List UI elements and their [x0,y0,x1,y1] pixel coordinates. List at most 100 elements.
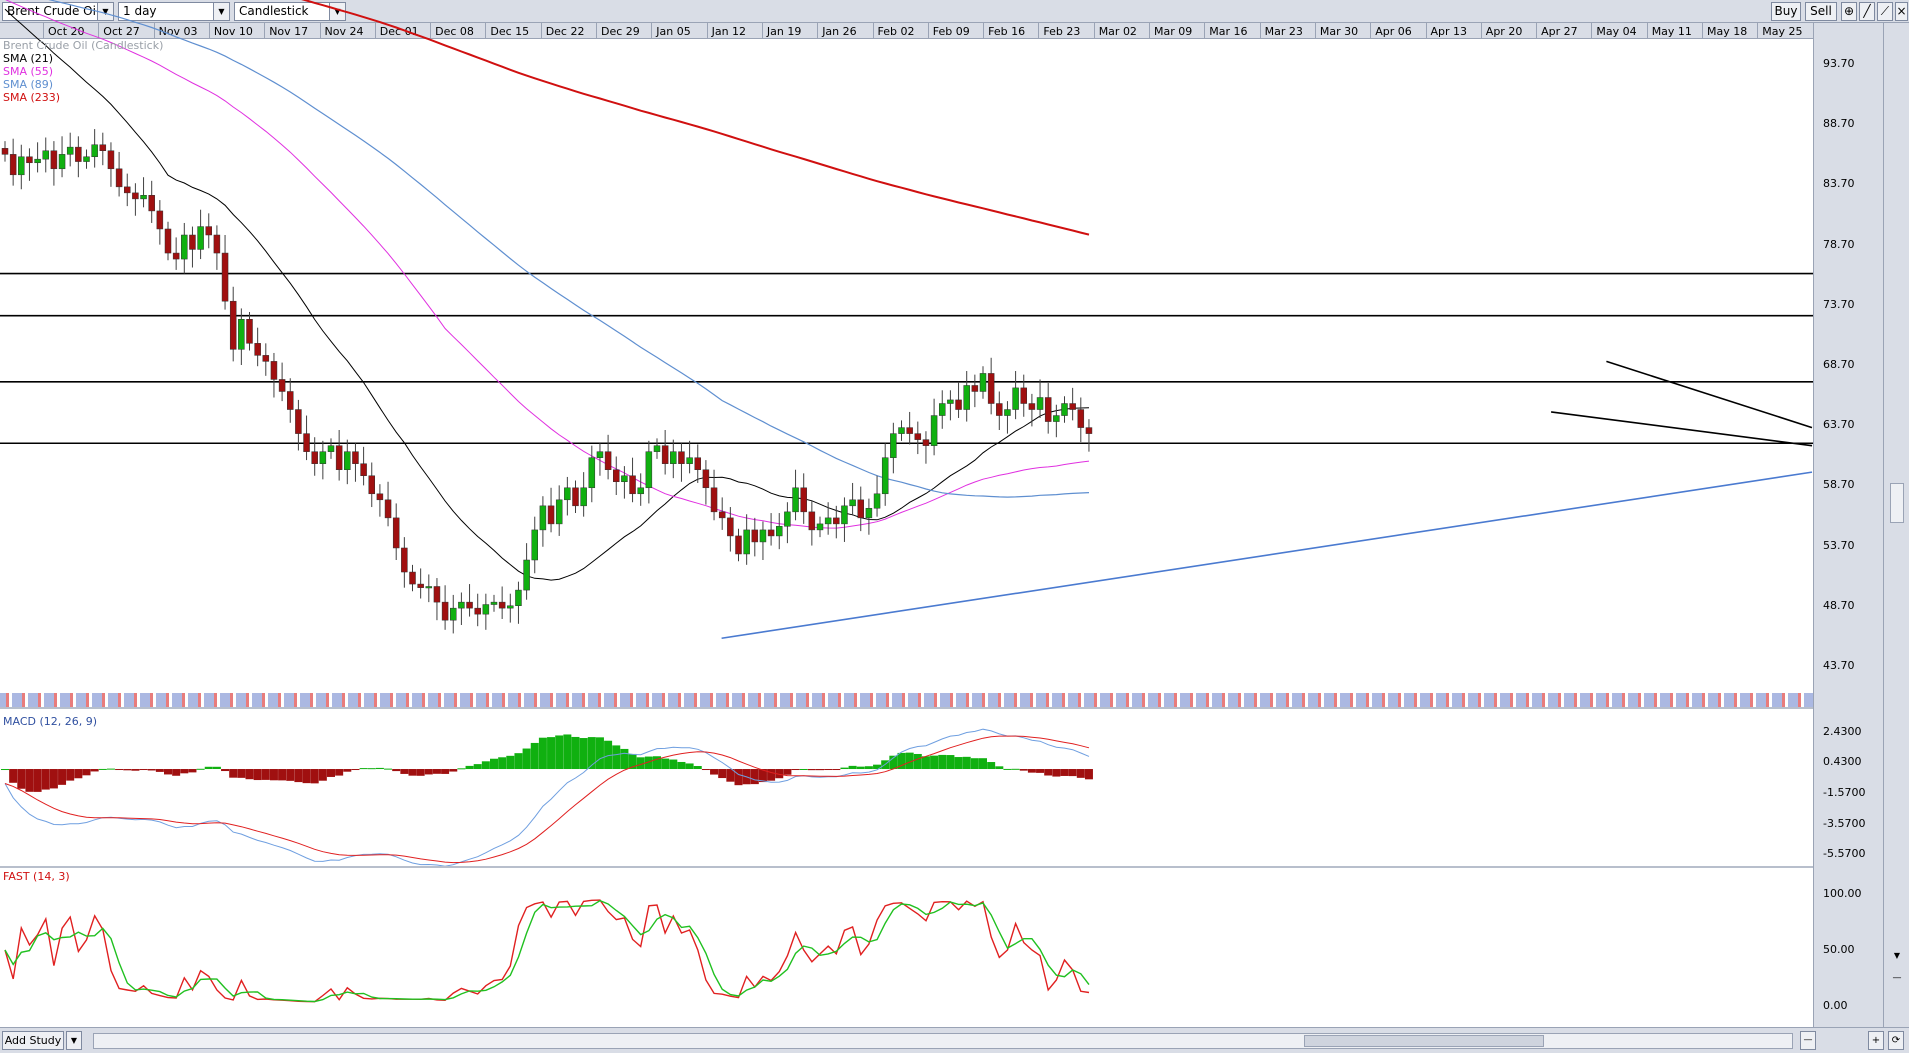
macd-hist-bar-down [824,769,833,771]
candle-down [433,586,441,603]
date-label: Jan 12 [711,25,747,38]
date-label: Mar 23 [1264,25,1303,38]
horizontal-scrollbar[interactable] [93,1033,1793,1049]
candle-down [922,439,930,446]
chevron-down-icon[interactable]: ▼ [66,1031,82,1050]
fast-k-line [4,899,1090,1003]
refresh-icon[interactable]: ⟳ [1888,1031,1904,1050]
macd-hist-bar-down [400,769,409,774]
macd-hist-bar-up [946,755,955,770]
timeframe-select[interactable]: 1 day ▼ [118,2,230,21]
macd-hist-bar-down [1060,769,1069,776]
date-label: Dec 15 [490,25,530,38]
macd-line [4,728,1090,867]
candle-down [1044,397,1052,422]
macd-hist-bar-down [701,769,710,771]
price-axis [1813,23,1883,1027]
candle-up [140,195,147,200]
date-label: Oct 27 [103,25,140,38]
macd-hist-bar-up [897,752,906,770]
macd-hist-bar-up [685,763,694,770]
pane-divider[interactable] [0,707,1813,709]
pane-divider[interactable] [0,866,1813,868]
macd-hist-bar-up [457,768,466,770]
macd-hist-bar-up [563,734,572,770]
sma55-line [5,0,1090,529]
scroll-down-icon[interactable]: ▼ [1893,951,1901,960]
macd-hist-bar-up [384,768,393,770]
candle-down [441,601,449,621]
chart-type-select[interactable]: Candlestick ▼ [234,2,346,21]
macd-hist-bar-down [449,769,458,772]
sell-button[interactable]: Sell [1805,2,1837,21]
date-label: Feb 02 [877,25,915,38]
candle-up [319,451,327,464]
candle-up [34,158,41,164]
macd-hist-bar-down [139,769,148,771]
date-label: Dec 22 [545,25,585,38]
scroll-thumb[interactable] [1304,1035,1544,1047]
candle-up [507,605,514,609]
date-tick [706,23,708,38]
candle-up [979,373,987,392]
macd-hist-bar-down [710,769,719,775]
draw-ray-tool-icon[interactable]: ⟋ [1877,2,1893,21]
candle-down [1020,387,1027,404]
candle-up [482,604,490,615]
date-label: May 18 [1707,25,1748,38]
crosshair-tool-icon[interactable]: ⊕ [1841,2,1857,21]
buy-button[interactable]: Buy [1771,2,1801,21]
macd-hist-bar-down [1084,769,1093,780]
macd-hist-bar-down [229,769,238,778]
candle-down [189,234,196,250]
economic-events-strip[interactable] [0,693,1813,707]
date-tick [153,23,155,38]
macd-hist-bar-up [514,753,523,770]
macd-hist-bar-down [66,769,75,781]
close-icon[interactable]: × [1895,2,1908,21]
zoom-out-icon[interactable]: — [1800,1031,1816,1050]
candle-up [865,507,873,519]
axis-tick-label: 83.70 [1823,177,1855,191]
chart-canvas[interactable] [0,0,1813,1027]
macd-hist-bar-up [864,766,873,770]
macd-hist-bar-down [180,769,189,774]
instrument-select[interactable]: Brent Crude Oil ▼ [2,2,114,21]
macd-hist-bar-up [848,765,857,770]
date-tick [761,23,763,38]
date-tick [1204,23,1206,38]
candle-up [18,156,25,176]
macd-hist-bar-up [905,752,914,770]
date-tick [1038,23,1040,38]
macd-hist-bar-up [595,737,604,770]
candle-up [849,499,856,507]
scroll-thumb[interactable] [1890,483,1904,523]
macd-hist-bar-up [962,756,971,770]
add-study-button[interactable]: Add Study [2,1031,64,1050]
macd-hist-bar-down [245,769,254,780]
zoom-out-icon[interactable]: — [1892,973,1902,983]
candle-down [971,385,979,392]
candle-down [996,403,1003,416]
macd-hist-bar-down [278,769,287,781]
toolbar: Brent Crude Oil ▼ 1 day ▼ Candlestick ▼ … [0,0,1909,23]
axis-tick-label: 58.70 [1823,478,1855,492]
macd-hist-bar-up [913,753,922,770]
macd-hist-bar-up [506,755,515,770]
macd-hist-bar-down [343,769,352,772]
candle-down [710,487,718,513]
zoom-in-icon[interactable]: + [1868,1031,1884,1050]
candle-down [278,379,286,392]
candle-up [450,607,457,621]
date-tick [1259,23,1261,38]
vertical-scrollbar[interactable]: ▼ — [1883,23,1909,1027]
macd-hist-bar-down [310,769,319,784]
trendline [721,471,1813,640]
date-tick [1591,23,1593,38]
candle-up [66,146,74,155]
macd-hist-bar-up [538,737,547,770]
candle-down [767,529,775,537]
candle-up [816,523,824,531]
candle-down [254,343,261,356]
draw-line-tool-icon[interactable]: ╱ [1859,2,1875,21]
